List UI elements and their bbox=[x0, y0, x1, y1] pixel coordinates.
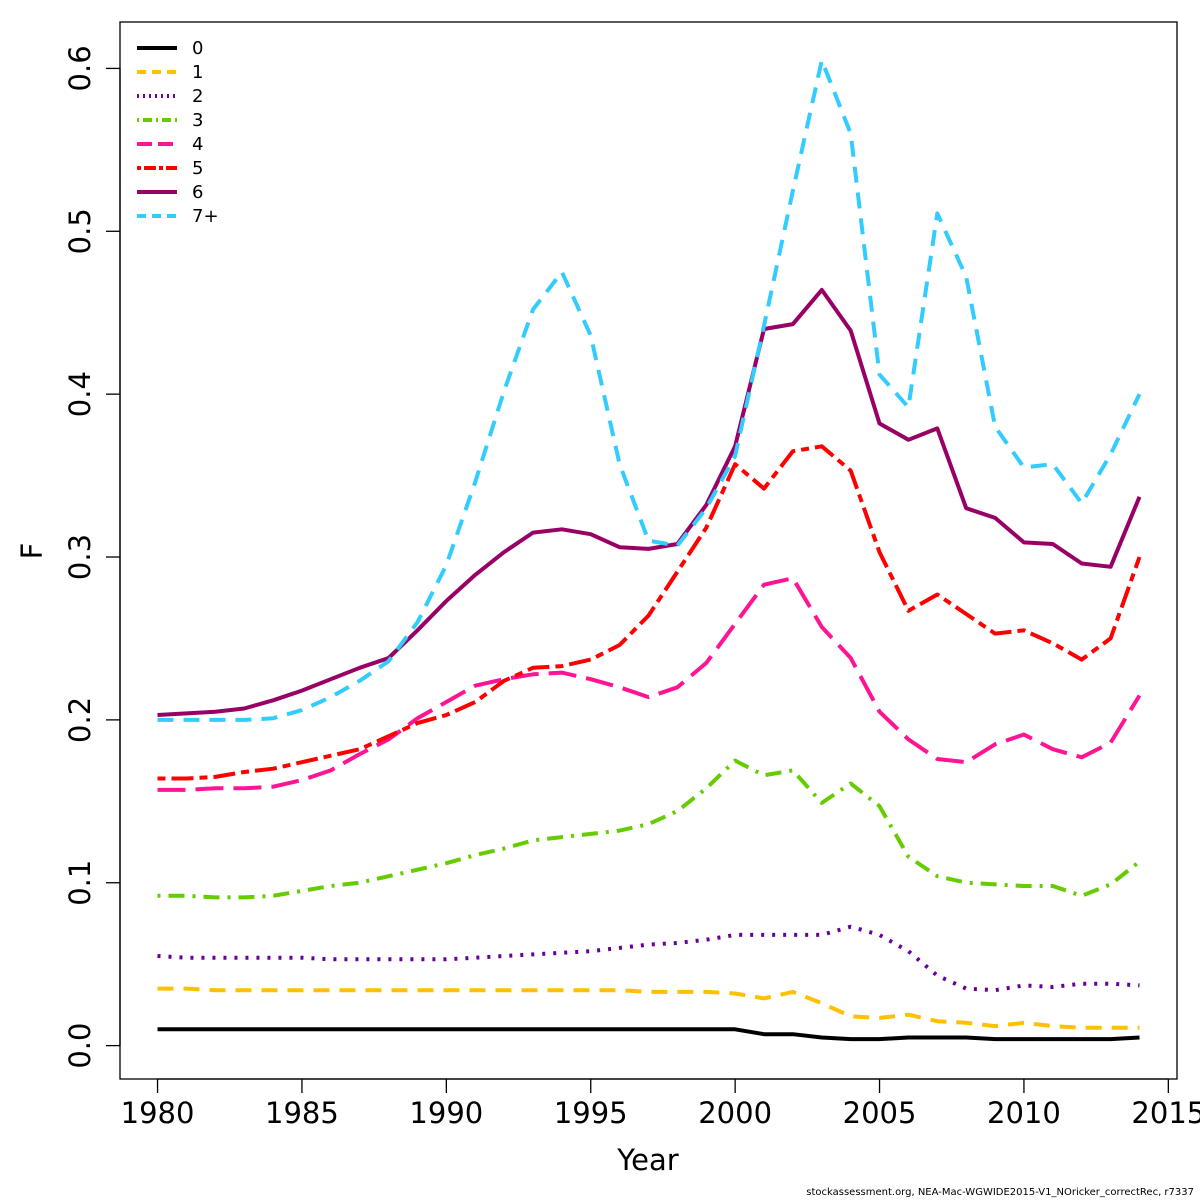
x-axis-title: Year bbox=[616, 1143, 678, 1177]
legend-label-5: 5 bbox=[192, 158, 203, 179]
series-line-5 bbox=[157, 444, 1142, 781]
legend-label-1: 1 bbox=[192, 62, 203, 83]
source-footer: stockassessment.org, NEA-Mac-WGWIDE2015-… bbox=[806, 1187, 1194, 1198]
series-line-7 bbox=[157, 58, 1142, 722]
y-tick-label: 0.3 bbox=[63, 534, 97, 580]
y-axis-title: F bbox=[15, 543, 49, 560]
legend-label-4: 4 bbox=[192, 134, 203, 155]
y-tick-label: 0.0 bbox=[63, 1023, 97, 1069]
legend: 0 1 2 3 4 5 6 7+ bbox=[137, 38, 219, 227]
x-tick-label: 1990 bbox=[409, 1096, 483, 1130]
legend-label-0: 0 bbox=[192, 38, 203, 59]
x-tick-label: 2005 bbox=[843, 1096, 917, 1130]
y-tick-label: 0.4 bbox=[63, 371, 97, 417]
y-tick-label: 0.2 bbox=[63, 697, 97, 743]
series-line-2 bbox=[157, 924, 1140, 993]
series-line-6 bbox=[157, 287, 1142, 717]
axes-layer: 1980 1985 1990 1995 2000 2005 2010 2015 0.0 0.1 0.… bbox=[63, 45, 1200, 1130]
series-line-3 bbox=[157, 758, 1141, 900]
x-tick-label: 1995 bbox=[554, 1096, 628, 1130]
y-tick-label: 0.1 bbox=[63, 860, 97, 906]
y-tick-label: 0.5 bbox=[63, 208, 97, 254]
x-tick-label: 1980 bbox=[121, 1096, 195, 1130]
x-tick-label: 2015 bbox=[1131, 1096, 1200, 1130]
legend-label-2: 2 bbox=[192, 86, 203, 107]
x-tick-label: 1985 bbox=[265, 1096, 339, 1130]
series-line-0 bbox=[157, 1027, 1140, 1042]
legend-label-3: 3 bbox=[192, 110, 203, 131]
series-line-1 bbox=[157, 986, 1140, 1030]
series-line-4 bbox=[157, 576, 1142, 792]
x-tick-label: 2010 bbox=[987, 1096, 1061, 1130]
series-layer bbox=[157, 58, 1142, 1042]
legend-label-7: 7+ bbox=[192, 206, 219, 227]
y-tick-label: 0.6 bbox=[63, 45, 97, 91]
x-tick-label: 2000 bbox=[698, 1096, 772, 1130]
legend-label-6: 6 bbox=[192, 182, 203, 203]
